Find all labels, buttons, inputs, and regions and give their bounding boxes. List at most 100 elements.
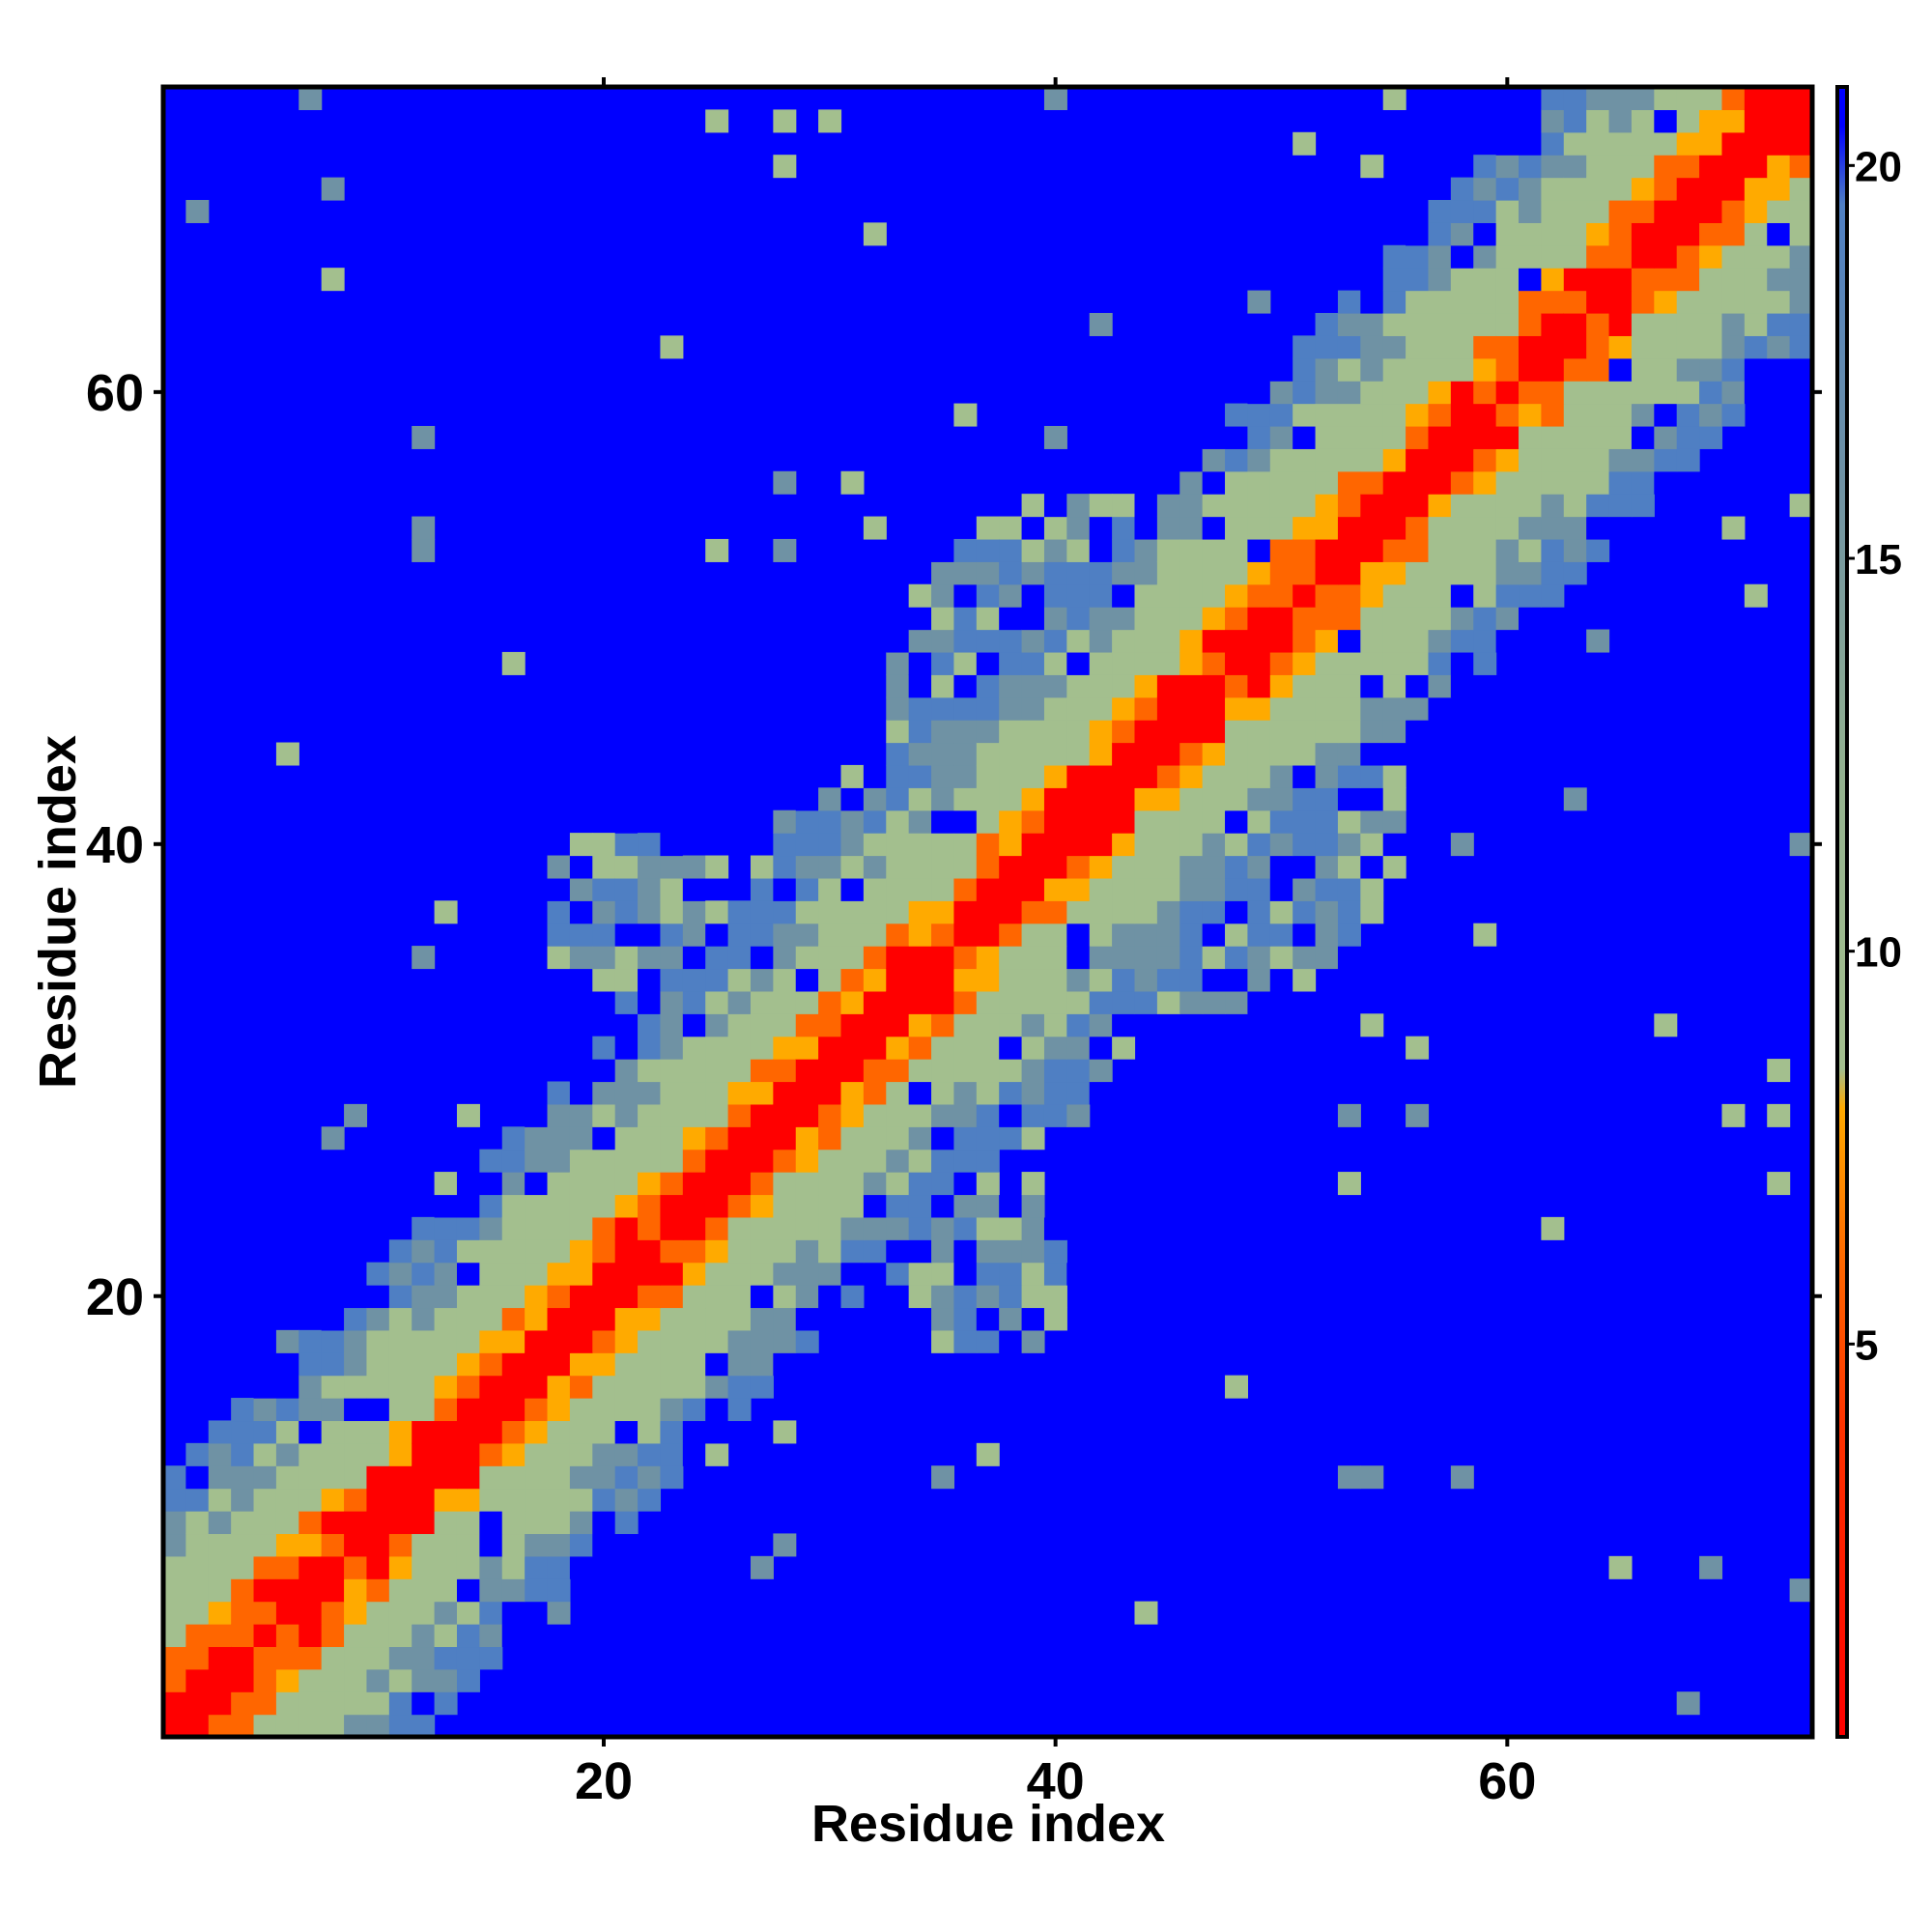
heatmap-cell [660,1465,684,1490]
heatmap-cell [1428,199,1452,223]
heatmap-cell [1156,561,1180,585]
heatmap-cell [592,900,616,924]
heatmap-cell [456,1172,480,1196]
y-tick-label: 40 [86,816,144,874]
heatmap-cell [1360,764,1384,788]
heatmap-cell [253,1555,277,1579]
heatmap-cell [953,855,978,879]
heatmap-cell [1202,651,1226,675]
heatmap-cell [1382,696,1406,721]
heatmap-cell [953,1329,978,1353]
heatmap-cell [727,1149,752,1173]
heatmap-cell [547,1103,571,1127]
heatmap-cell [705,1262,729,1286]
heatmap-cell [501,1239,526,1264]
heatmap-cell [976,1172,1000,1196]
heatmap-cell [1089,923,1113,947]
heatmap-cell [547,1488,571,1512]
heatmap-cell [999,900,1023,924]
heatmap-cell [1066,946,1091,970]
heatmap-cell [705,1375,729,1399]
heatmap-cell [976,1013,1000,1037]
heatmap-cell [840,1285,865,1309]
heatmap-cell [1541,244,1565,269]
heatmap-cell [1495,403,1520,427]
heatmap-cell [1066,1103,1091,1127]
heatmap-cell [614,877,639,901]
heatmap-cell [1519,177,1542,201]
heatmap-cell [208,1646,232,1670]
heatmap-cell [1021,810,1045,834]
heatmap-cell [1495,448,1520,472]
heatmap-cell [275,1624,299,1648]
heatmap-cell [1021,538,1045,562]
heatmap-cell [501,1601,526,1625]
heatmap-cell [1654,357,1678,382]
heatmap-cell [1043,946,1067,970]
heatmap-cell [456,1578,480,1603]
heatmap-cell [1066,1262,1091,1286]
heatmap-cell [1315,516,1339,540]
heatmap-cell [1608,494,1633,518]
heatmap-cell [1247,877,1271,901]
y-tick-label: 60 [86,364,144,422]
heatmap-cell [660,1329,684,1353]
heatmap-cell [1586,470,1610,495]
heatmap-cell [953,651,978,675]
heatmap-cell [886,742,910,766]
heatmap-cell [1382,810,1406,834]
heatmap-cell [321,1714,345,1738]
heatmap-cell [818,1036,842,1060]
heatmap-cell [1179,651,1204,675]
heatmap-cell [614,968,639,992]
heatmap-cell [1043,494,1067,518]
heatmap-cell [1519,244,1542,269]
heatmap-cell [1699,357,1723,382]
heatmap-cell [366,1601,390,1625]
heatmap-cell [1654,244,1678,269]
heatmap-cell [931,607,955,631]
heatmap-cell [999,561,1023,585]
heatmap-cell [1541,268,1565,292]
heatmap-cell [1519,583,1542,608]
heatmap-cell [1495,516,1520,540]
heatmap-cell [1179,494,1204,518]
heatmap-cell [638,1172,662,1196]
heatmap-cell [1676,222,1700,246]
heatmap-cell [1495,425,1520,449]
heatmap-cell [1721,244,1746,269]
heatmap-cell [1089,742,1113,766]
heatmap-cell [773,1013,797,1037]
heatmap-cell [682,1103,706,1127]
heatmap-cell [1043,990,1067,1014]
heatmap-cell [1066,538,1091,562]
heatmap-cell [931,990,955,1014]
x-axis-title: Residue index [811,1795,1165,1853]
heatmap-cell [1021,651,1045,675]
heatmap-cell [1247,720,1271,744]
heatmap-cell [1066,583,1091,608]
heatmap-cell [592,1329,616,1353]
heatmap-cell [1269,470,1293,495]
heatmap-cell [1202,946,1226,970]
heatmap-cell [456,1239,480,1264]
heatmap-cell [750,1172,774,1196]
heatmap-cell [682,1352,706,1377]
heatmap-cell [525,1398,549,1422]
heatmap-cell [547,923,571,947]
heatmap-cell [1586,494,1610,518]
heatmap-cell [1495,629,1520,653]
heatmap-cell [1043,923,1067,947]
heatmap-cell [412,1533,436,1557]
heatmap-cell [1202,877,1226,901]
heatmap-cell [1428,290,1452,314]
heatmap-cell [818,1103,842,1127]
heatmap-cell [1293,946,1317,970]
heatmap-cell [275,1442,299,1466]
heatmap-cell [1608,470,1633,495]
heatmap-cell [275,742,299,766]
heatmap-cell [366,1578,390,1603]
heatmap-cell [1202,855,1226,879]
heatmap-cell [1179,742,1204,766]
heatmap-cell [614,855,639,879]
